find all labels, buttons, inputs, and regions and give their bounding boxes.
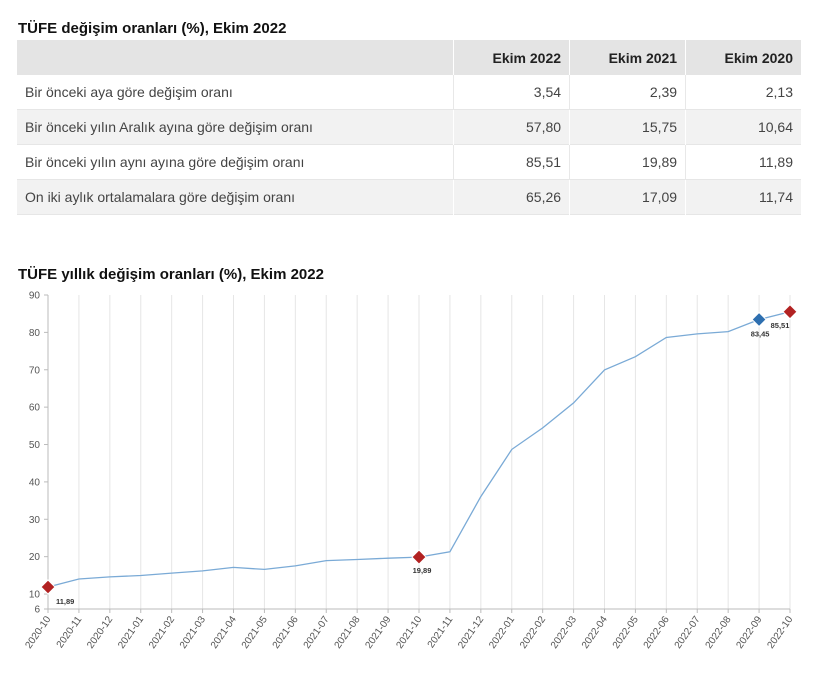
x-tick-label: 2021-01 [116, 614, 146, 651]
x-tick-label: 2020-11 [55, 614, 85, 650]
data-marker [751, 311, 767, 328]
y-tick-label: 40 [29, 477, 41, 488]
table-cell: 3,54 [452, 75, 570, 110]
table-cell: 10,64 [685, 109, 801, 145]
x-tick-label: 2022-03 [549, 614, 579, 651]
x-tick-label: 2021-12 [456, 614, 486, 651]
y-tick-label: 20 [29, 552, 41, 563]
cpi-table: Ekim 2022 Ekim 2021 Ekim 2020 Bir önceki… [17, 40, 801, 215]
y-tick-label: 30 [29, 515, 41, 526]
row-label: On iki aylık ortalamalara göre değişim o… [17, 179, 454, 215]
x-tick-label: 2022-06 [642, 614, 672, 651]
y-tick-label: 6 [34, 605, 40, 616]
table-row: Bir önceki yılın Aralık ayına göre değiş… [17, 109, 801, 145]
x-tick-label: 2021-06 [271, 614, 301, 651]
table-cell: 57,80 [452, 109, 570, 145]
data-label: 83,45 [751, 329, 770, 338]
table-cell: 85,51 [452, 144, 570, 180]
x-tick-label: 2021-02 [147, 614, 177, 651]
table-cell: 65,26 [452, 179, 570, 215]
table-row: Bir önceki yılın aynı ayına göre değişim… [17, 144, 801, 180]
row-label: Bir önceki yılın Aralık ayına göre değiş… [17, 109, 454, 145]
table-cell: 2,39 [569, 75, 686, 110]
data-label: 85,51 [771, 321, 790, 330]
table-header-row: Ekim 2022 Ekim 2021 Ekim 2020 [17, 40, 801, 75]
x-tick-label: 2022-02 [518, 614, 548, 651]
x-tick-label: 2020-12 [85, 614, 115, 651]
header-cell [17, 40, 454, 75]
y-tick-label: 10 [29, 590, 41, 601]
table-cell: 15,75 [569, 109, 686, 145]
x-tick-label: 2022-01 [487, 614, 517, 651]
data-marker [411, 549, 427, 565]
row-label: Bir önceki aya göre değişim oranı [17, 75, 454, 110]
header-cell: Ekim 2020 [685, 40, 801, 75]
x-tick-label: 2021-05 [240, 614, 270, 651]
header-cell: Ekim 2022 [452, 40, 570, 75]
data-marker [782, 304, 798, 320]
x-tick-label: 2021-11 [426, 614, 456, 650]
x-tick-label: 2021-10 [394, 614, 424, 651]
table-cell: 19,89 [569, 144, 686, 180]
table-cell: 11,89 [685, 144, 801, 180]
y-tick-label: 60 [29, 403, 41, 414]
chart-title: TÜFE yıllık değişim oranları (%), Ekim 2… [18, 266, 324, 283]
x-tick-label: 2021-09 [363, 614, 393, 651]
y-tick-label: 50 [29, 440, 41, 451]
data-label: 11,89 [56, 597, 74, 606]
table-row: On iki aylık ortalamalara göre değişim o… [17, 179, 801, 215]
x-tick-label: 2021-07 [302, 614, 332, 651]
x-tick-label: 2021-08 [333, 614, 363, 651]
x-tick-label: 2021-03 [178, 614, 208, 651]
table-cell: 11,74 [685, 179, 801, 215]
x-tick-label: 2021-04 [209, 614, 239, 651]
x-tick-label: 2020-10 [23, 614, 53, 651]
header-cell: Ekim 2021 [569, 40, 686, 75]
y-tick-label: 90 [29, 291, 41, 302]
x-tick-label: 2022-10 [765, 614, 795, 651]
row-label: Bir önceki yılın aynı ayına göre değişim… [17, 144, 454, 180]
data-marker [40, 579, 56, 595]
table-cell: 2,13 [685, 75, 801, 110]
data-label: 19,89 [413, 566, 432, 575]
x-tick-label: 2022-08 [704, 614, 734, 651]
table-row: Bir önceki aya göre değişim oranı 3,54 2… [17, 75, 801, 110]
y-tick-label: 70 [29, 365, 41, 376]
x-tick-label: 2022-07 [673, 614, 703, 651]
cpi-line-chart: 6 10 20 30 40 50 60 70 80 90 2020-10 2020-11 2020-12… [23, 291, 798, 651]
x-tick-label: 2022-09 [734, 614, 764, 651]
y-tick-label: 80 [29, 328, 41, 339]
x-tick-label: 2022-04 [580, 614, 610, 651]
table-cell: 17,09 [569, 179, 686, 215]
table-title: TÜFE değişim oranları (%), Ekim 2022 [18, 20, 287, 37]
x-tick-label: 2022-05 [611, 614, 641, 651]
